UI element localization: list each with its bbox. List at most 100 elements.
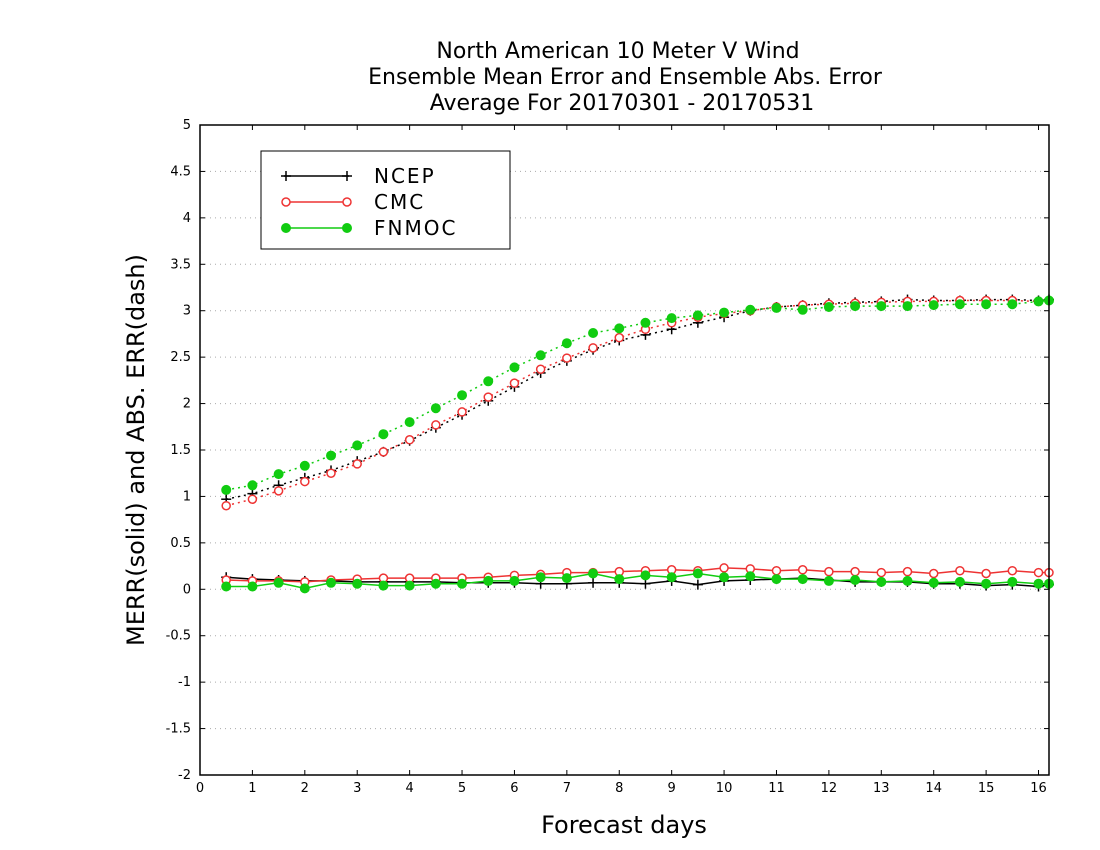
mean-error-point xyxy=(1033,578,1044,589)
abs-error-point xyxy=(954,299,965,310)
y-tick-label: 4.5 xyxy=(170,164,191,179)
x-tick-label: 9 xyxy=(668,781,676,796)
x-tick-label: 5 xyxy=(458,781,466,796)
x-tick-label: 7 xyxy=(563,781,571,796)
mean-error-point xyxy=(1007,565,1018,576)
mean-error-point xyxy=(797,574,808,585)
y-tick-label: 3.5 xyxy=(170,257,191,272)
abs-error-point xyxy=(928,300,939,311)
mean-error-point xyxy=(981,568,991,579)
mean-error-point xyxy=(981,578,992,589)
abs-error-point xyxy=(300,476,310,487)
mean-error-point xyxy=(719,563,729,573)
mean-error-point xyxy=(640,578,651,589)
abs-error-point xyxy=(431,420,441,430)
abs-error-point xyxy=(273,486,284,496)
x-tick-label: 10 xyxy=(716,781,733,796)
mean-error-point xyxy=(692,568,703,579)
mean-error-point xyxy=(273,577,284,588)
x-tick-label: 1 xyxy=(248,781,256,796)
x-tick-label: 8 xyxy=(615,781,623,796)
x-tick-label: 4 xyxy=(405,781,413,796)
abs-error-point xyxy=(902,301,913,312)
mean-error-point xyxy=(771,574,782,585)
mean-error-point xyxy=(614,574,625,585)
legend-entry-ncep: NCEP xyxy=(281,164,434,188)
series-fnmoc xyxy=(221,295,1054,594)
abs-error-point xyxy=(273,469,284,480)
mean-error-point xyxy=(430,578,441,589)
mean-error-point xyxy=(902,566,913,577)
abs-error-point xyxy=(588,328,599,338)
chart-title-line-2: Ensemble Mean Error and Ensemble Abs. Er… xyxy=(368,65,883,90)
mean-error-point xyxy=(535,572,546,583)
y-tick-label: 5 xyxy=(183,118,191,133)
series-cmc xyxy=(221,295,1054,587)
x-tick-label: 12 xyxy=(821,781,838,796)
y-tick-label: 1 xyxy=(183,489,191,504)
mean-error-point xyxy=(640,570,651,581)
mean-error-point xyxy=(483,575,494,586)
x-tick-label: 11 xyxy=(768,781,785,796)
x-tick-label: 16 xyxy=(1030,781,1047,796)
series-layer xyxy=(221,294,1054,594)
abs-error-point xyxy=(326,450,337,461)
mean-error-point xyxy=(221,581,232,592)
mean-error-point xyxy=(299,583,310,594)
abs-error-point xyxy=(299,460,310,471)
mean-error-point xyxy=(588,568,599,579)
legend-marker-start xyxy=(281,223,291,233)
mean-error-point xyxy=(823,575,834,586)
mean-error-point xyxy=(666,572,677,583)
abs-error-point xyxy=(483,392,493,402)
abs-error-point xyxy=(771,302,782,313)
chart-title-line-3: Average For 20170301 - 20170531 xyxy=(430,91,815,116)
grid xyxy=(200,170,1049,730)
mean-error-point xyxy=(876,567,887,578)
x-tick-label: 3 xyxy=(353,781,361,796)
legend-marker-end xyxy=(342,171,352,181)
y-tick-label: 2 xyxy=(183,397,191,412)
abs-error-point xyxy=(561,338,572,349)
mean-error-point xyxy=(902,575,913,586)
abs-error-point xyxy=(535,350,546,361)
mean-error-point xyxy=(954,576,965,587)
x-tick-label: 0 xyxy=(196,781,204,796)
mean-error-point xyxy=(247,581,258,592)
mean-error-point xyxy=(1033,567,1044,578)
mean-error-point xyxy=(352,578,363,589)
mean-error-point xyxy=(326,577,337,588)
y-tick-label: 4 xyxy=(183,211,191,226)
mean-error-point xyxy=(457,578,468,589)
mean-error-point xyxy=(955,565,965,576)
legend-entry-fnmoc: FNMOC xyxy=(281,216,457,240)
legend-label: FNMOC xyxy=(374,216,457,240)
series-ncep xyxy=(221,294,1054,592)
abs-error-point xyxy=(509,362,520,373)
abs-error-point xyxy=(221,484,232,495)
abs-error-point xyxy=(326,468,336,478)
abs-error-point xyxy=(483,376,494,387)
mean-error-point xyxy=(719,572,730,583)
abs-error-point xyxy=(404,435,415,445)
mean-error-point xyxy=(771,565,782,576)
ticks: -2-1.5-1-0.500.511.522.533.544.550 1 2 3 4 5 6… xyxy=(166,118,1049,796)
mean-error-point xyxy=(588,577,599,588)
abs-error-point xyxy=(247,494,258,504)
abs-error-point xyxy=(430,403,441,414)
abs-error-point xyxy=(614,332,625,343)
y-tick-label: 0 xyxy=(183,582,191,597)
abs-error-point xyxy=(797,304,808,315)
y-tick-label: -1 xyxy=(178,675,191,690)
abs-error-point xyxy=(247,480,258,491)
y-tick-label: -1.5 xyxy=(166,722,191,737)
y-tick-label: -2 xyxy=(178,768,191,783)
mean-error-point xyxy=(378,580,389,591)
mean-error-point xyxy=(850,566,860,577)
abs-error-point xyxy=(823,302,834,312)
abs-error-point xyxy=(457,407,467,417)
abs-error-point xyxy=(378,447,389,457)
